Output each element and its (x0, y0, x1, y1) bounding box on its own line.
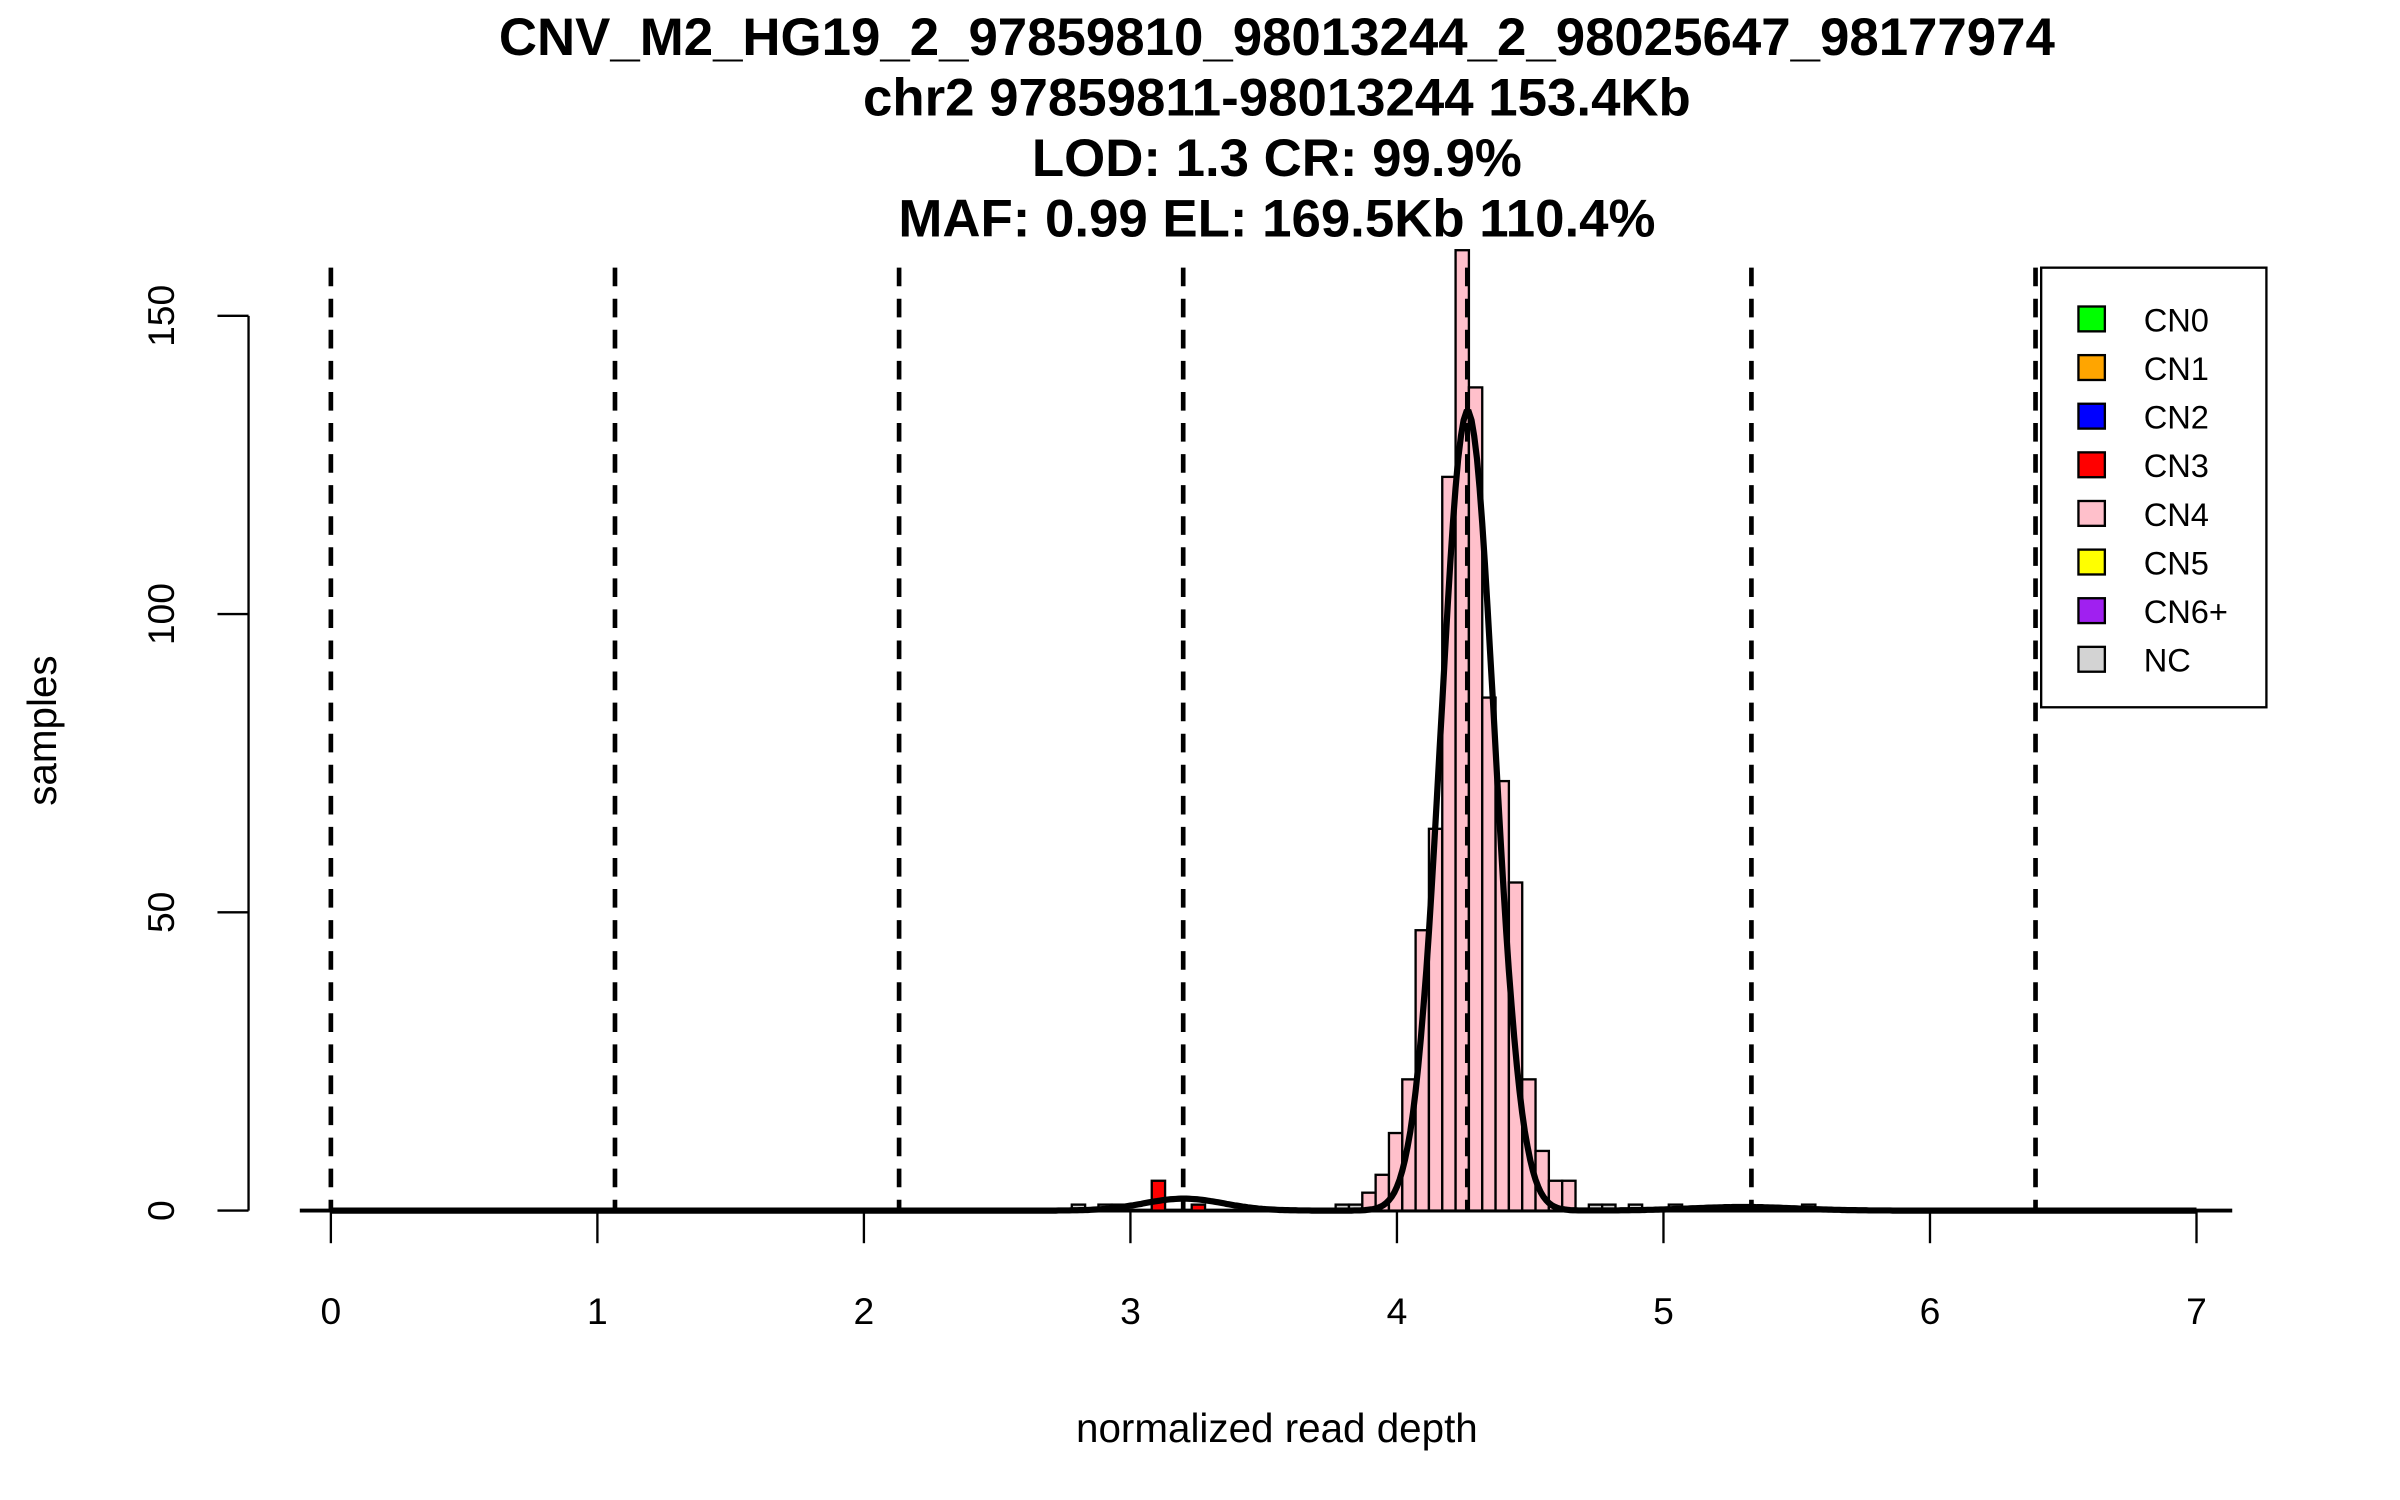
x-tick-label: 3 (1120, 1290, 1141, 1332)
legend-swatch (2077, 548, 2107, 576)
legend-label: CN4 (2144, 496, 2209, 533)
legend-swatch (2077, 451, 2107, 479)
y-tick-label: 150 (140, 285, 182, 347)
x-tick-label: 1 (587, 1290, 608, 1332)
density-curve (330, 409, 2197, 1214)
legend-swatch (2077, 645, 2107, 673)
title-line-1: CNV_M2_HG19_2_97859810_98013244_2_980256… (499, 8, 2056, 67)
cn-boundary-lines (328, 267, 2038, 1211)
x-tick-label: 4 (1387, 1290, 1408, 1332)
histogram-bar (1561, 1179, 1577, 1212)
x-tick-label: 0 (321, 1290, 342, 1332)
y-axis-label: samples (19, 655, 65, 805)
chart-title: CNV_M2_HG19_2_97859810_98013244_2_980256… (499, 8, 2056, 249)
y-tick-label: 0 (140, 1200, 182, 1221)
x-tick-label: 5 (1653, 1290, 1674, 1332)
x-tick-label: 6 (1920, 1290, 1941, 1332)
x-tick-label: 2 (854, 1290, 875, 1332)
histogram-bar (1150, 1179, 1167, 1212)
legend-label: CN0 (2144, 301, 2209, 338)
y-tick-label: 100 (140, 583, 182, 645)
legend-box (2039, 266, 2268, 709)
title-line-4: MAF: 0.99 EL: 169.5Kb 110.4% (898, 190, 1655, 249)
x-axis-label: normalized read depth (1076, 1405, 1478, 1451)
legend-label: CN3 (2144, 447, 2209, 484)
legend-label: CN6+ (2144, 593, 2228, 630)
histogram-bar (1481, 696, 1497, 1212)
legend-swatch (2077, 499, 2107, 528)
y-tick-label: 50 (140, 892, 182, 933)
legend-swatch (2077, 597, 2107, 625)
title-line-2: chr2 97859811-98013244 153.4Kb (863, 68, 1691, 127)
density-curve-group (330, 409, 2197, 1214)
legend: CN0 CN1 CN2 CN3 CN4 CN5 CN6+ NC (2039, 266, 2268, 709)
title-line-3: LOD: 1.3 CR: 99.9% (1032, 129, 1522, 188)
x-axis: 0 1 2 3 4 5 6 7 (321, 1210, 2207, 1332)
legend-swatch (2077, 402, 2107, 430)
histogram-bar (1190, 1203, 1207, 1212)
legend-swatch (2077, 305, 2107, 333)
legend-label: NC (2144, 642, 2191, 679)
legend-swatch (2077, 353, 2107, 382)
y-axis: 0 50 100 150 (140, 285, 250, 1221)
x-tick-label: 7 (2186, 1290, 2207, 1332)
legend-label: CN2 (2144, 399, 2209, 436)
legend-label: CN5 (2144, 544, 2209, 581)
legend-label: CN1 (2144, 350, 2209, 387)
